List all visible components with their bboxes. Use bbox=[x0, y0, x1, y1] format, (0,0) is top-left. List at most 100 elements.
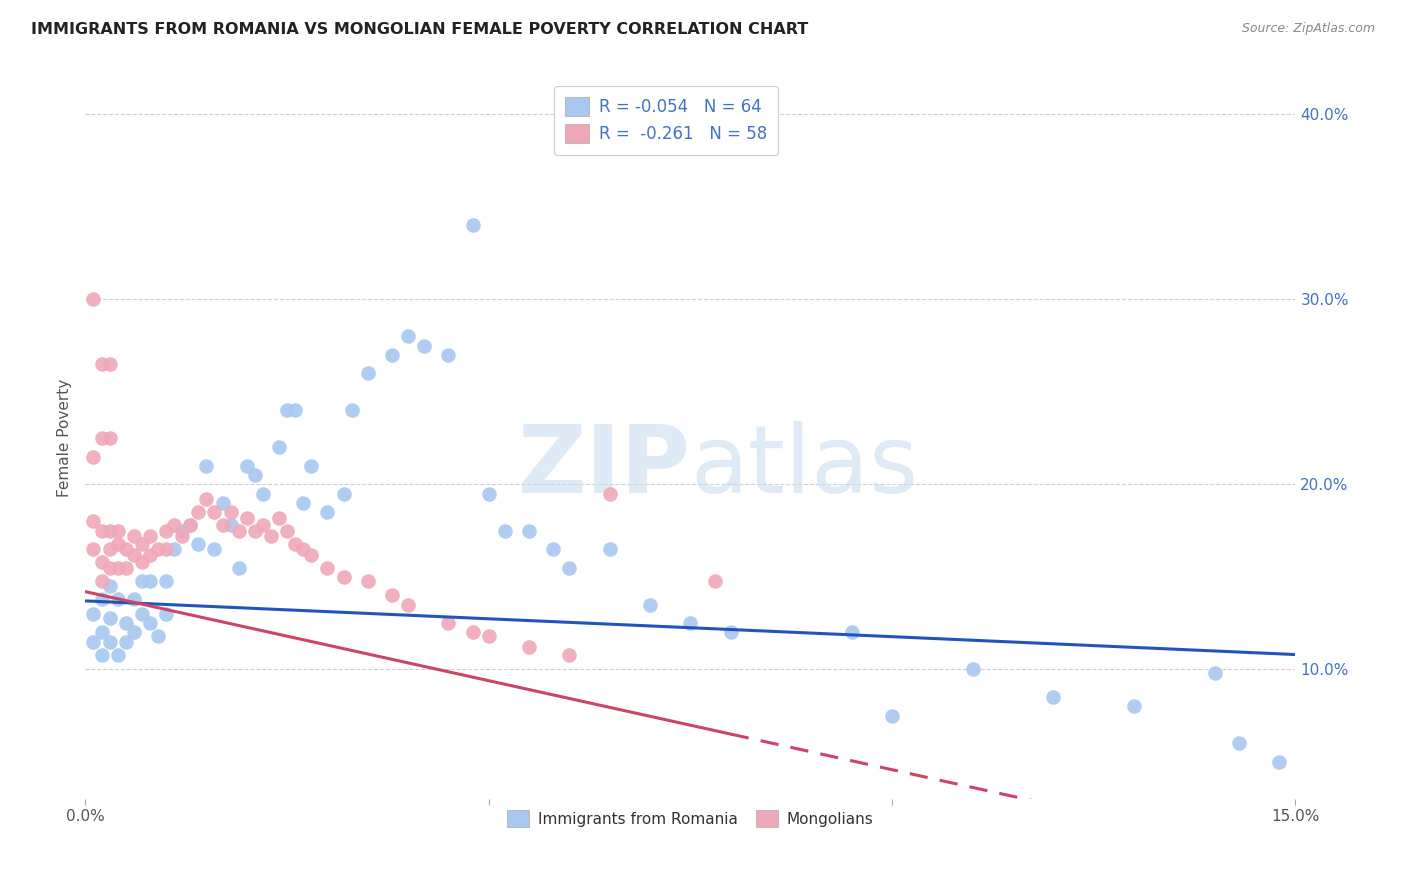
Point bbox=[82, 542, 104, 557]
Point bbox=[107, 536, 129, 550]
Point bbox=[82, 293, 104, 307]
Point bbox=[82, 450, 104, 464]
Point bbox=[284, 403, 307, 417]
Y-axis label: Female Poverty: Female Poverty bbox=[58, 379, 72, 497]
Point bbox=[260, 529, 283, 543]
Text: ZIP: ZIP bbox=[517, 421, 690, 513]
Point bbox=[437, 348, 460, 362]
Point bbox=[107, 648, 129, 662]
Point bbox=[638, 598, 661, 612]
Text: IMMIGRANTS FROM ROMANIA VS MONGOLIAN FEMALE POVERTY CORRELATION CHART: IMMIGRANTS FROM ROMANIA VS MONGOLIAN FEM… bbox=[31, 22, 808, 37]
Point bbox=[276, 524, 298, 538]
Point bbox=[98, 431, 121, 445]
Point bbox=[558, 648, 581, 662]
Point bbox=[381, 588, 404, 602]
Point bbox=[880, 708, 903, 723]
Legend: Immigrants from Romania, Mongolians: Immigrants from Romania, Mongolians bbox=[499, 803, 882, 835]
Point bbox=[82, 514, 104, 528]
Point bbox=[114, 634, 136, 648]
Point bbox=[284, 536, 307, 550]
Point bbox=[396, 598, 419, 612]
Point bbox=[122, 625, 145, 640]
Point bbox=[962, 662, 984, 676]
Point bbox=[195, 492, 218, 507]
Point bbox=[155, 607, 177, 621]
Point bbox=[204, 542, 226, 557]
Point bbox=[1204, 666, 1226, 681]
Point bbox=[292, 496, 315, 510]
Point bbox=[599, 486, 621, 500]
Point bbox=[90, 555, 112, 569]
Point bbox=[381, 348, 404, 362]
Point bbox=[332, 570, 354, 584]
Point bbox=[235, 458, 257, 473]
Point bbox=[478, 486, 501, 500]
Point bbox=[228, 524, 250, 538]
Point bbox=[494, 524, 516, 538]
Point bbox=[599, 542, 621, 557]
Point bbox=[98, 524, 121, 538]
Point bbox=[122, 548, 145, 562]
Point bbox=[139, 616, 162, 631]
Point bbox=[437, 616, 460, 631]
Point bbox=[187, 505, 209, 519]
Point bbox=[332, 486, 354, 500]
Point bbox=[235, 510, 257, 524]
Point bbox=[187, 536, 209, 550]
Point bbox=[396, 329, 419, 343]
Point bbox=[90, 592, 112, 607]
Point bbox=[131, 555, 153, 569]
Point bbox=[90, 574, 112, 588]
Point bbox=[720, 625, 742, 640]
Point bbox=[163, 518, 186, 533]
Point bbox=[155, 542, 177, 557]
Point bbox=[82, 634, 104, 648]
Point bbox=[122, 592, 145, 607]
Point bbox=[243, 468, 266, 483]
Point bbox=[131, 607, 153, 621]
Point bbox=[461, 625, 484, 640]
Point bbox=[517, 640, 540, 655]
Point bbox=[114, 616, 136, 631]
Point bbox=[107, 524, 129, 538]
Point bbox=[131, 574, 153, 588]
Point bbox=[98, 357, 121, 371]
Point bbox=[357, 367, 380, 381]
Point bbox=[107, 592, 129, 607]
Point bbox=[179, 518, 201, 533]
Point bbox=[1227, 736, 1250, 750]
Point bbox=[478, 629, 501, 643]
Point bbox=[841, 625, 863, 640]
Point bbox=[98, 634, 121, 648]
Point bbox=[1123, 699, 1146, 714]
Point bbox=[252, 486, 274, 500]
Point bbox=[114, 560, 136, 574]
Point bbox=[98, 579, 121, 593]
Point bbox=[155, 524, 177, 538]
Text: atlas: atlas bbox=[690, 421, 918, 513]
Point bbox=[461, 219, 484, 233]
Point bbox=[204, 505, 226, 519]
Point bbox=[155, 574, 177, 588]
Point bbox=[98, 560, 121, 574]
Point bbox=[98, 610, 121, 624]
Point bbox=[558, 560, 581, 574]
Point bbox=[98, 542, 121, 557]
Point bbox=[163, 542, 186, 557]
Point bbox=[139, 548, 162, 562]
Point bbox=[517, 524, 540, 538]
Point bbox=[179, 518, 201, 533]
Point bbox=[211, 518, 233, 533]
Point bbox=[1268, 755, 1291, 769]
Point bbox=[413, 338, 436, 352]
Point bbox=[267, 441, 290, 455]
Point bbox=[114, 542, 136, 557]
Point bbox=[543, 542, 565, 557]
Point bbox=[146, 542, 169, 557]
Point bbox=[172, 524, 194, 538]
Point bbox=[267, 510, 290, 524]
Point bbox=[211, 496, 233, 510]
Text: Source: ZipAtlas.com: Source: ZipAtlas.com bbox=[1241, 22, 1375, 36]
Point bbox=[219, 505, 242, 519]
Point bbox=[703, 574, 725, 588]
